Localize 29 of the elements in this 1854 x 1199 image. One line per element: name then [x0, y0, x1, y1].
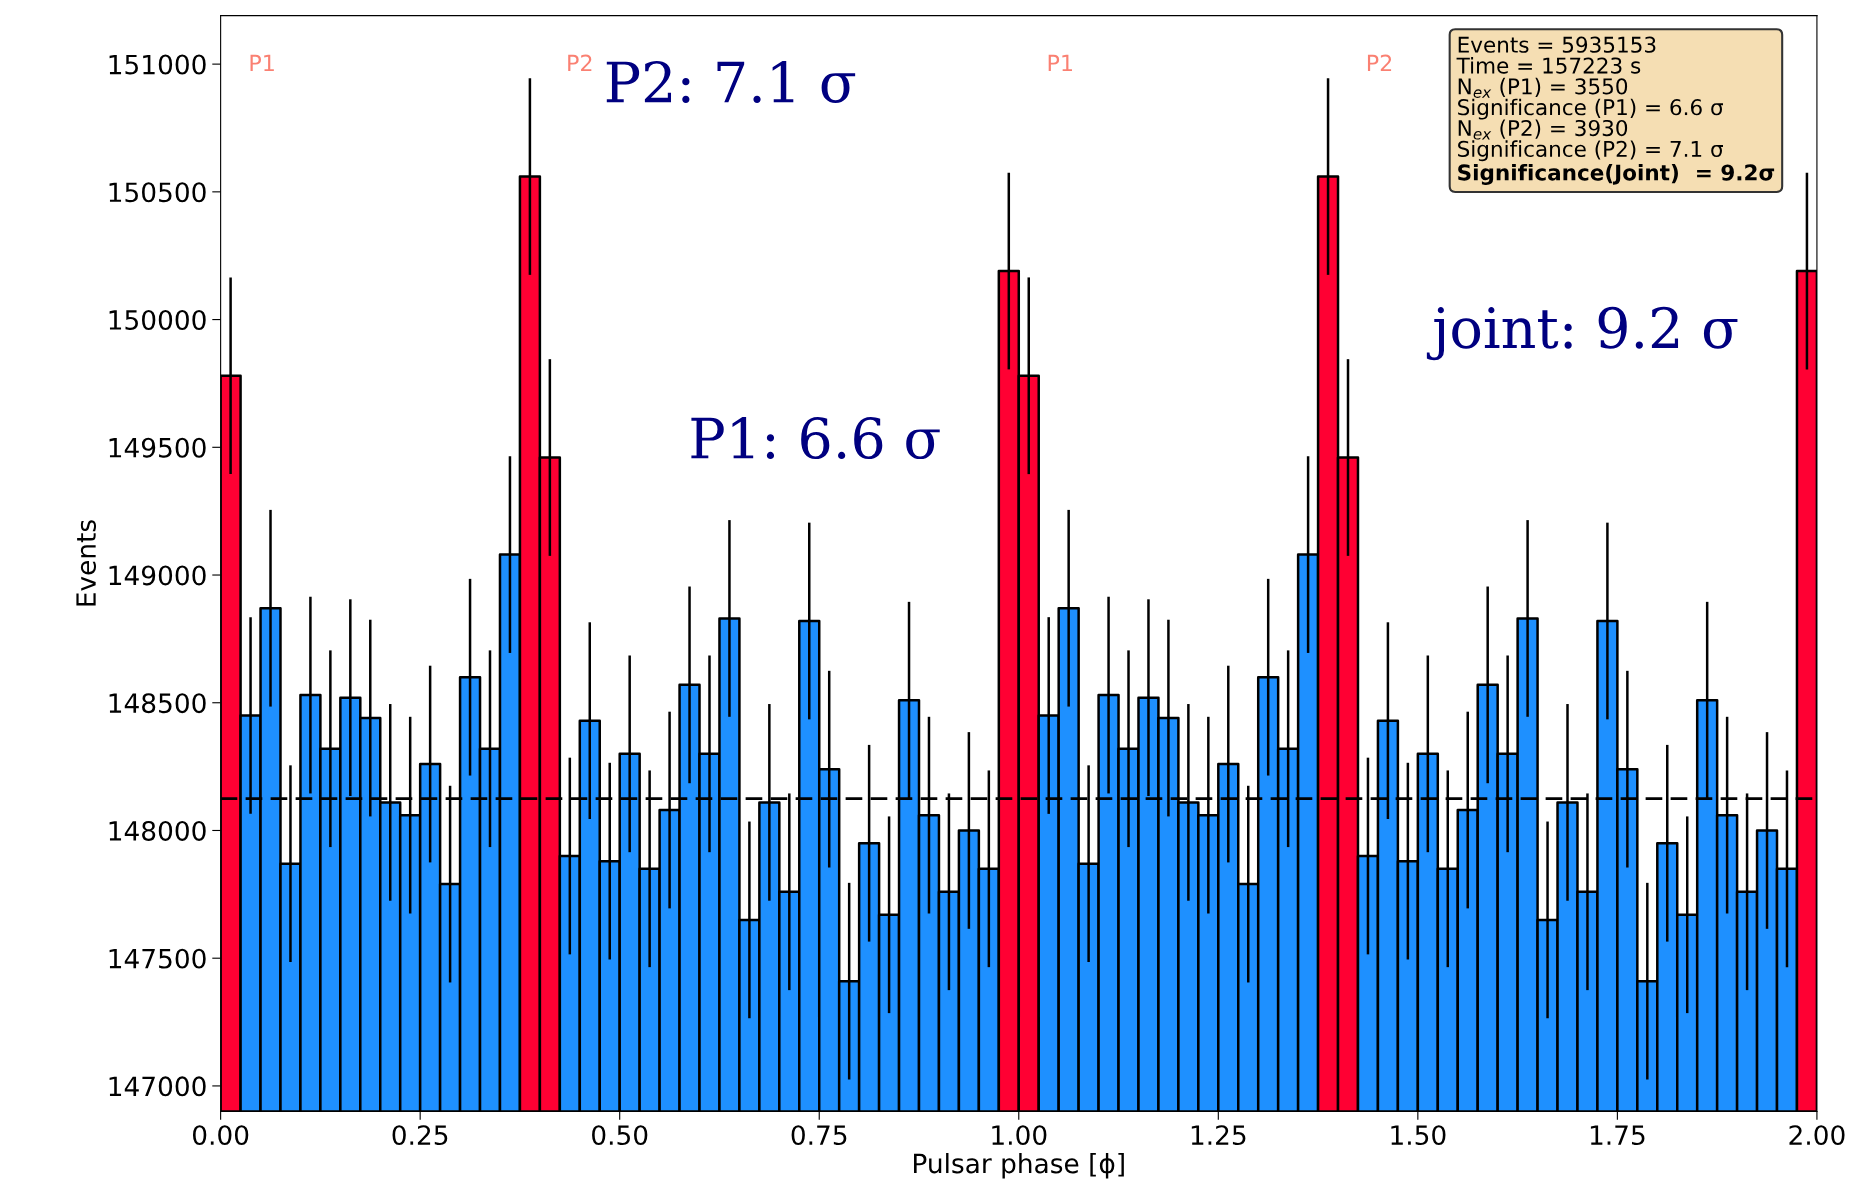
x-tick-label: 0.50: [592, 1125, 648, 1146]
annotation: P2: [568, 54, 592, 72]
annotation: P2: 7.1 σ: [606, 60, 856, 103]
x-tick-label: 0.75: [791, 1125, 847, 1146]
x-tick-label: 2.00: [1789, 1125, 1845, 1146]
y-axis-title: Events: [76, 520, 97, 606]
annotation: P1: [250, 54, 274, 72]
x-tick-label: 1.75: [1590, 1125, 1645, 1146]
y-tick-label: 147000: [109, 1076, 206, 1097]
x-axis-title: Pulsar phase [ϕ]: [914, 1152, 1124, 1179]
y-tick-label: 148000: [109, 820, 206, 841]
y-tick-label: 149000: [109, 565, 206, 586]
x-tick-label: 1.25: [1191, 1125, 1246, 1146]
text: Events = 5935153 Time = 157223 s N$_{ex}$ (P1) = 3550 Significance (P1) = 6.6 σ N$_{ex}$ (P2) = 3930 Significance (P2) = 7.1 σ: [1456, 36, 1724, 162]
y-tick-label: 150500: [109, 182, 206, 203]
y-tick-label: 151000: [109, 54, 206, 75]
x-tick-label: 1.00: [992, 1125, 1047, 1146]
annotation: P1: 6.6 σ: [691, 417, 940, 460]
x-tick-label: 1.50: [1391, 1125, 1446, 1146]
y-tick-label: 148500: [109, 693, 206, 714]
x-tick-label: 0.25: [392, 1125, 448, 1146]
x-tick-label: 0.00: [192, 1125, 249, 1146]
annotation: joint: 9.2 σ: [1426, 306, 1738, 361]
y-tick-label: 150000: [109, 310, 206, 330]
y-tick-label: 149500: [109, 437, 206, 458]
annotation: P2: [1367, 54, 1392, 72]
y-tick-label: 147500: [109, 948, 206, 969]
annotation: P1: [1048, 54, 1072, 72]
annotation: Significance(Joint) = 9.2σ: [1458, 163, 1775, 185]
